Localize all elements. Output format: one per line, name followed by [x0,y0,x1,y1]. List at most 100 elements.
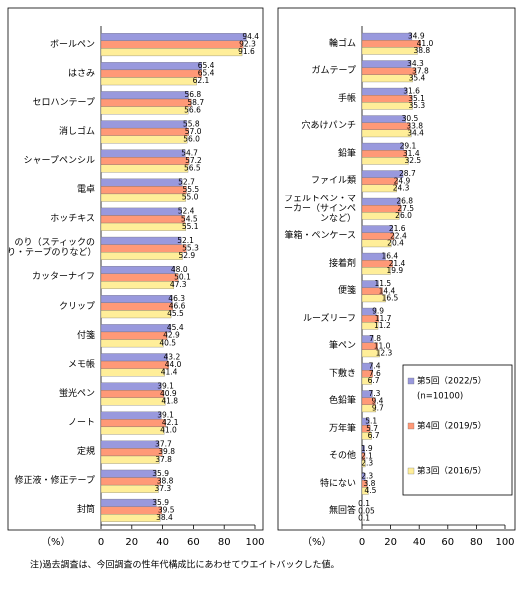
bar [361,239,392,248]
value-label: 11.2 [374,321,391,330]
bar [100,157,190,165]
value-label: 7.6 [369,369,381,378]
bar [100,302,173,311]
category-label: ファイル類 [310,176,356,187]
category-label-box: メモ帳 [67,359,95,370]
category-label: 電卓 [76,185,95,196]
value-label: 34.4 [407,128,424,137]
bar [100,353,168,362]
footnote: 注)過去調査は、今回調査の性年代構成比にあわせてウエイトバックした値。 [30,559,340,571]
category-label: はさみ [67,68,95,79]
category-label-box: 消しゴム [59,127,95,137]
value-label: 31.6 [403,87,420,96]
bar [361,432,372,440]
category-label: ボールペン [49,39,95,50]
axis-label: （%） [302,536,332,548]
value-label: 54.7 [181,148,198,157]
category-label: 封筒 [76,505,95,516]
bar [100,127,189,136]
value-label: 3.8 [363,479,375,488]
bar [100,514,161,522]
value-label: 39.8 [158,447,175,456]
value-label: 9.7 [372,403,384,412]
category-label: その他 [328,451,356,462]
category-label-box: 無回答 [329,506,356,516]
value-label: 35.3 [408,101,425,110]
value-label: 55.3 [182,243,199,252]
value-label: 28.7 [399,169,416,178]
x-tick-label: 0 [98,537,104,548]
bar [100,440,160,449]
value-label: 2.3 [361,472,373,481]
value-label: 38.4 [156,513,173,522]
x-tick-label: 80 [218,537,231,548]
category-label: ルーズリーフ [302,313,356,324]
value-label: 39.5 [158,505,175,514]
bar [361,115,406,123]
category-label: ホッチキス [50,214,95,225]
category-label-box: 特にない [320,479,356,489]
value-label: 38.8 [413,46,430,55]
bar [361,267,391,275]
bar [100,382,162,391]
value-label: 37.8 [412,66,429,75]
category-label: 穴あけパンチ [301,121,356,132]
value-label: 11.0 [374,341,391,350]
value-label: 26.8 [396,197,413,206]
category-label-box: シャープペンシル [24,156,95,166]
value-label: 41.4 [161,367,178,376]
bar [100,106,189,115]
value-label: 37.3 [154,484,171,493]
category-label: 万年筆 [328,423,356,434]
category-label: 蛍光ペン [58,388,95,399]
bar [100,419,166,428]
value-label: 65.4 [198,69,215,78]
category-label-box: 穴あけパンチ [301,121,356,132]
bar [100,186,187,195]
value-label: 2.3 [361,458,373,467]
value-label: 20.4 [387,238,404,247]
value-label: 26.0 [395,211,412,220]
value-label: 55.8 [183,119,200,128]
bar [361,212,400,220]
bar [361,197,401,206]
value-label: 54.5 [181,214,198,223]
value-label: 55.0 [182,193,199,202]
category-label-box: 接着剤 [329,259,356,269]
x-tick-label: 80 [470,537,483,548]
category-label: メモ帳 [67,359,95,370]
category-label-box: 便箋 [338,286,356,296]
value-label: 2.1 [361,451,373,460]
bar [100,193,186,202]
category-label-box: 封筒 [76,505,95,516]
bar [100,411,162,420]
value-label: 45.5 [167,309,184,318]
bar [100,164,189,173]
bar [100,506,162,515]
legend-swatch [407,422,415,430]
value-label: 4.5 [364,486,376,495]
value-label: 24.3 [393,183,410,192]
category-label-box: ガムテープ [312,66,356,76]
x-tick-label: 100 [245,537,264,548]
bar [361,95,413,103]
category-label: 筆ペン [328,341,356,352]
bar [361,459,366,468]
value-label: 41.0 [160,426,177,435]
bar [100,69,202,78]
value-label: 29.1 [400,142,417,151]
bar [100,135,188,144]
category-label: セロハンテープ [32,97,95,108]
value-label: 6.7 [368,431,380,440]
bar [100,33,247,41]
value-label: 44.0 [165,360,182,369]
category-label-box: 付箋 [77,331,95,341]
bar [100,339,164,348]
value-label: 52.4 [178,207,195,216]
bar [100,120,188,129]
value-label: 16.4 [381,252,398,261]
category-label-box: はさみ [67,68,95,79]
value-label: 56.5 [184,164,201,173]
category-label: 下敷き [328,368,356,379]
bar [361,377,372,385]
